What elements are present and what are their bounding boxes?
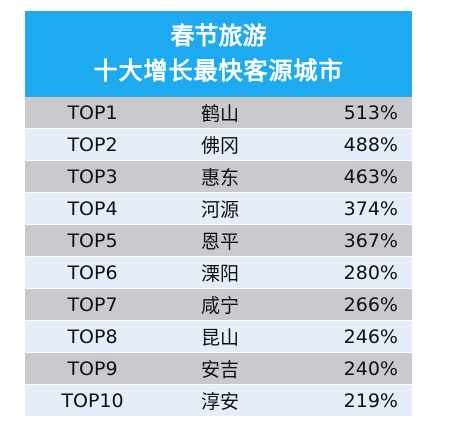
growth-cell: 367% <box>343 229 398 252</box>
growth-cell: 463% <box>343 165 398 188</box>
rank-cell: TOP3 <box>67 165 118 188</box>
city-cell: 昆山 <box>200 327 239 349</box>
rank-cell: TOP1 <box>67 101 118 124</box>
growth-cell: 488% <box>343 133 398 156</box>
table-row: TOP3 惠东 463% <box>25 161 412 193</box>
growth-cell: 513% <box>343 101 398 124</box>
rank-cell: TOP10 <box>61 389 124 412</box>
growth-cell: 240% <box>343 357 398 380</box>
table-row: TOP6 溧阳 280% <box>25 257 412 289</box>
table-row: TOP10 淳安 219% <box>25 385 412 417</box>
growth-cell: 280% <box>343 261 398 284</box>
growth-cell: 266% <box>343 293 398 316</box>
table-header: 春节旅游 十大增长最快客源城市 <box>25 11 412 97</box>
city-cell: 咸宁 <box>200 295 239 317</box>
city-cell: 安吉 <box>200 359 239 381</box>
rank-cell: TOP9 <box>67 357 118 380</box>
city-cell: 溧阳 <box>200 263 239 285</box>
table-title-line2: 十大增长最快客源城市 <box>93 57 344 85</box>
city-cell: 河源 <box>200 199 239 221</box>
rank-cell: TOP4 <box>67 197 118 220</box>
table-row: TOP9 安吉 240% <box>25 353 412 385</box>
rank-cell: TOP6 <box>67 261 118 284</box>
growth-cell: 246% <box>343 325 398 348</box>
table-row: TOP7 咸宁 266% <box>25 289 412 321</box>
table-body: TOP1 鹤山 513% TOP2 佛冈 488% TOP3 惠东 463% TOP4 河源 374%… <box>25 97 412 417</box>
growth-table: 春节旅游 十大增长最快客源城市 TOP1 鹤山 513% TOP2 佛冈 488% TOP3… <box>25 11 412 417</box>
rank-cell: TOP8 <box>67 325 118 348</box>
table-row: TOP4 河源 374% <box>25 193 412 225</box>
rank-cell: TOP7 <box>67 293 118 316</box>
city-cell: 惠东 <box>200 167 239 189</box>
rank-cell: TOP2 <box>67 133 118 156</box>
table-row: TOP2 佛冈 488% <box>25 129 412 161</box>
table-row: TOP1 鹤山 513% <box>25 97 412 129</box>
rank-cell: TOP5 <box>67 229 118 252</box>
growth-cell: 219% <box>343 389 398 412</box>
table-row: TOP5 恩平 367% <box>25 225 412 257</box>
growth-cell: 374% <box>343 197 398 220</box>
city-cell: 佛冈 <box>200 135 239 157</box>
table-row: TOP8 昆山 246% <box>25 321 412 353</box>
table-title-line1: 春节旅游 <box>170 22 267 50</box>
city-cell: 鹤山 <box>200 103 239 125</box>
city-cell: 恩平 <box>200 231 239 253</box>
city-cell: 淳安 <box>200 391 239 413</box>
